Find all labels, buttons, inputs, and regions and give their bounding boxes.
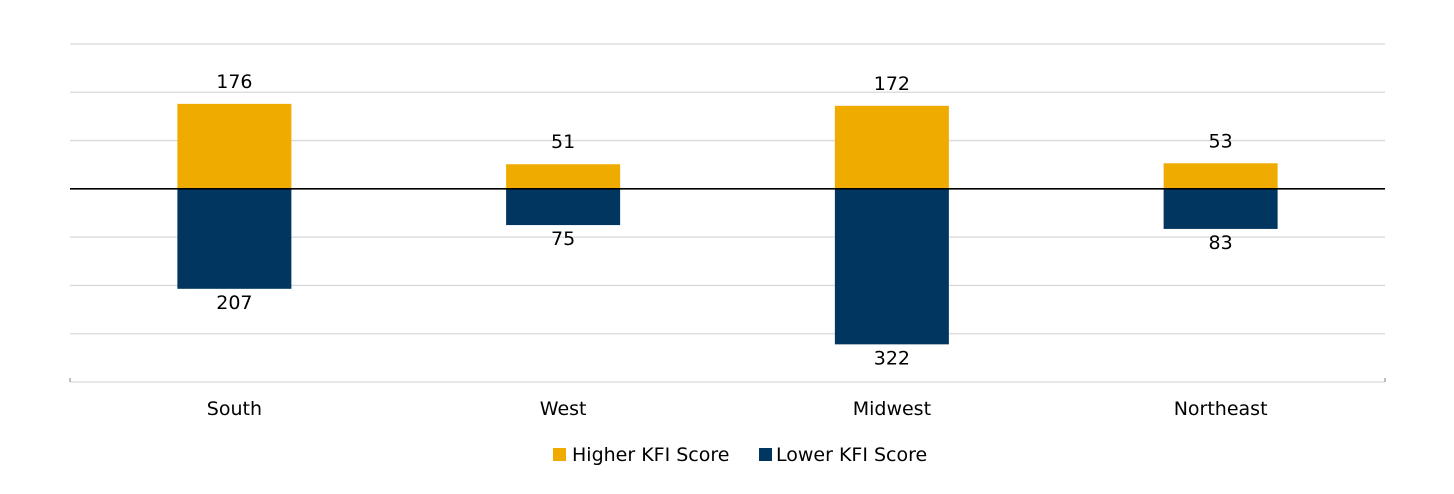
category-label: South	[207, 398, 262, 420]
legend-label-lower: Lower KFI Score	[776, 444, 927, 466]
data-label-higher: 53	[1209, 130, 1233, 152]
bars	[177, 103, 1278, 345]
category-labels: South West Midwest Northeast	[207, 398, 1268, 420]
legend: Higher KFI Score Lower KFI Score	[553, 444, 927, 466]
category-label: Midwest	[853, 398, 931, 420]
data-label-lower: 322	[874, 347, 910, 369]
bar-lower-south	[177, 188, 292, 289]
bar-lower-midwest	[834, 188, 949, 345]
legend-swatch-higher	[553, 448, 566, 461]
legend-swatch-lower	[759, 448, 772, 461]
category-label: Northeast	[1174, 398, 1268, 420]
data-label-lower: 75	[551, 228, 575, 250]
bar-lower-northeast	[1163, 188, 1278, 229]
data-label-lower: 207	[216, 292, 252, 314]
bar-lower-west	[506, 188, 621, 226]
bar-higher-northeast	[1163, 163, 1278, 189]
data-label-lower: 83	[1209, 232, 1233, 254]
legend-label-higher: Higher KFI Score	[572, 444, 729, 466]
data-labels: 176 207 51 75 172 322 53 83	[216, 71, 1232, 369]
data-label-higher: 51	[551, 131, 575, 153]
bar-higher-south	[177, 103, 292, 189]
bar-higher-west	[506, 164, 621, 189]
bar-higher-midwest	[834, 105, 949, 189]
category-label: West	[540, 398, 587, 420]
data-label-higher: 176	[216, 71, 252, 93]
data-label-higher: 172	[874, 73, 910, 95]
